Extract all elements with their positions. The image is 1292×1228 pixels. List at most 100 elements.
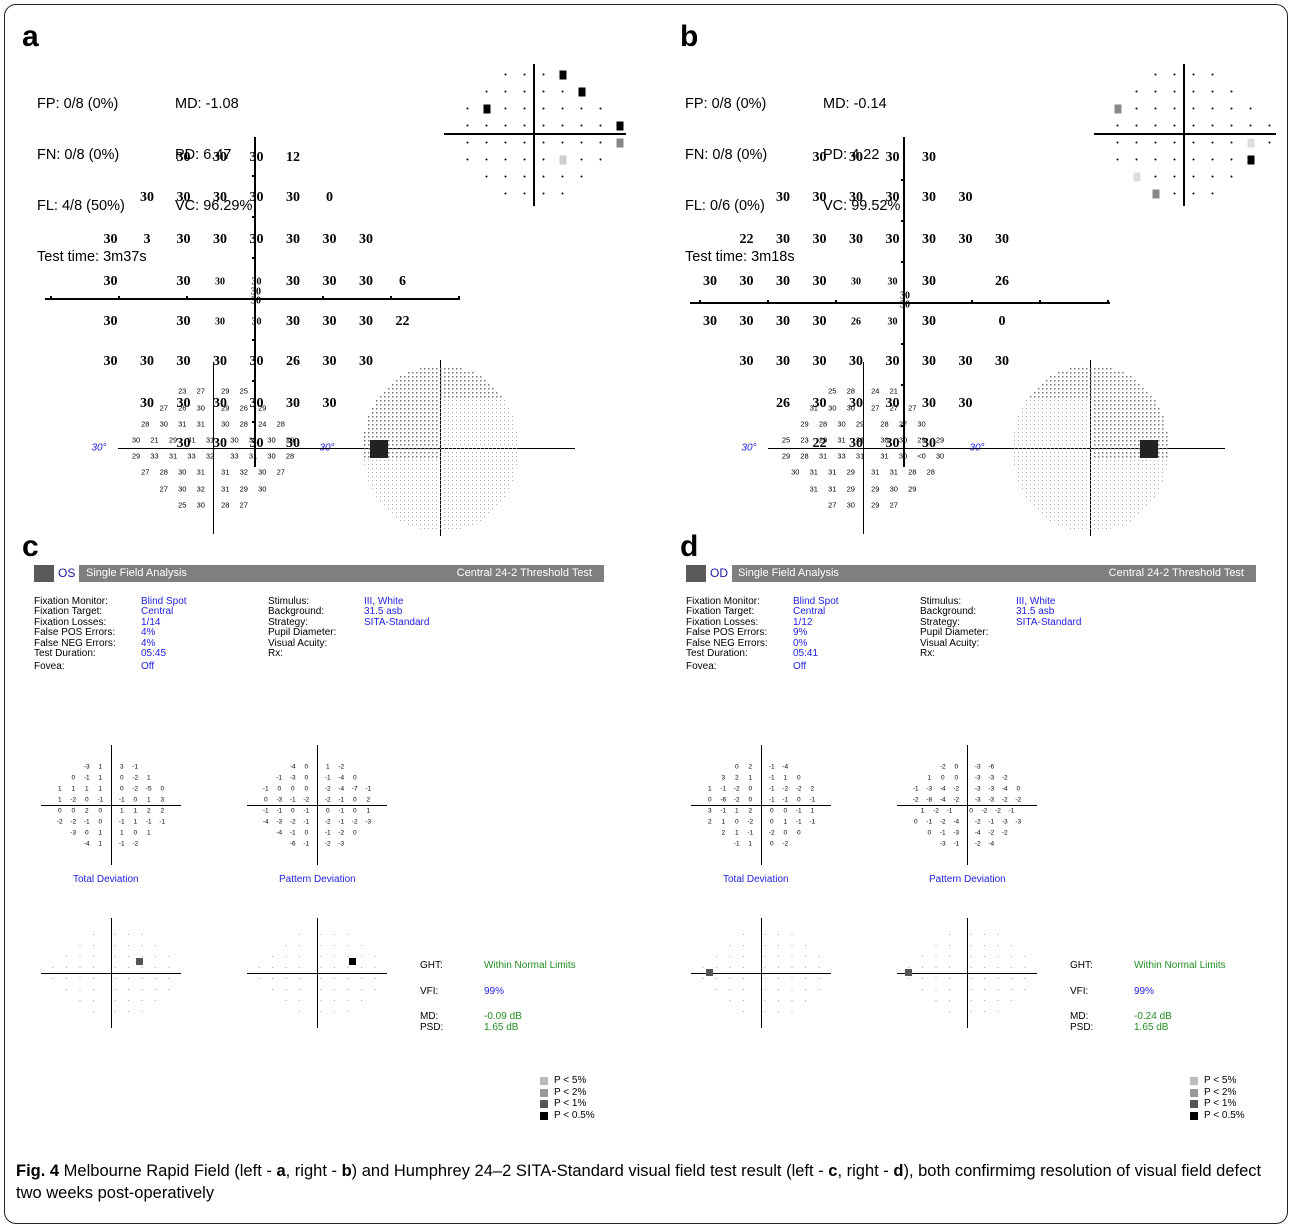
grayscale-dot [1106,380,1108,382]
grayscale-dot [1030,424,1031,425]
grayscale-dot [1058,436,1059,437]
grayscale-dot [1042,432,1043,433]
grayscale-dot [1102,404,1104,406]
grayscale-dot [420,444,422,446]
probability-point: · [114,965,116,971]
probability-point: · [764,1009,766,1015]
grayscale-dot [496,484,497,485]
md-value: MD: -1.08 [175,96,252,113]
blind-spot-mark [370,440,388,458]
grayscale-dot [1074,380,1076,382]
grayscale-dot [420,440,422,442]
grayscale-dot [1090,516,1091,517]
grayscale-dot [1118,508,1119,509]
grayscale-dot [464,384,466,386]
grayscale-dot [1118,428,1120,430]
grayscale-dot [1082,488,1083,489]
grayscale-dot [472,452,473,453]
grayscale-dot [512,464,513,465]
grayscale-dot [1046,400,1047,401]
map-point [1231,91,1233,93]
map-point [581,142,583,144]
grayscale-dot [1086,368,1088,370]
grayscale-dot [368,480,369,481]
deviation-value: -2 [953,796,959,803]
grayscale-dot [1074,488,1075,489]
deviation-value: -2 [782,840,788,847]
grayscale-dot [1026,456,1027,457]
grayscale-dot [1138,440,1140,442]
grayscale-dot [1038,388,1040,390]
grayscale-dot [484,408,485,409]
grayscale-dot [1126,380,1128,382]
grayscale-dot [400,432,402,434]
grayscale-dot [1106,436,1108,438]
threshold-value: 27 [899,419,907,428]
grayscale-dot [1062,480,1063,481]
test-time: Test time: 3m37s [37,249,147,266]
deviation-value: -2 [734,785,740,792]
threshold-value: 29 [819,435,827,444]
threshold-value: 30 [828,403,836,412]
grayscale-dot [1042,420,1043,421]
grayscale-dot [368,456,370,458]
grayscale-dot [1142,504,1143,505]
grayscale-dot [424,416,426,418]
grayscale-dot [464,492,465,493]
grayscale-dot [452,520,453,521]
probability-point: · [997,954,999,960]
grayscale-dot [428,436,430,438]
grayscale-dot [1038,412,1039,413]
grayscale-dot [1098,412,1100,414]
grayscale-dot [436,424,438,426]
grayscale-dot [508,416,509,417]
deviation-value: 0 [264,796,268,803]
grayscale-dot [420,404,422,406]
grayscale-dot [468,524,469,525]
grayscale-dot [1058,392,1060,394]
grayscale-dot [448,380,450,382]
grayscale-dot [1118,396,1120,398]
deviation-value: 0 [797,774,801,781]
threshold-value: 30 [791,468,799,477]
grayscale-dot [1066,520,1067,521]
map-point [562,193,564,195]
grayscale-dot [460,444,461,445]
grayscale-dot [1162,440,1164,442]
threshold-value: 30 [140,396,154,412]
deviation-value: -2 [325,818,331,825]
grayscale-dot [1102,520,1103,521]
grayscale-dot [1134,516,1135,517]
probability-point: · [114,1009,116,1015]
grayscale-dot [480,392,482,394]
grayscale-dot [496,480,497,481]
grayscale-dot [440,500,441,501]
grayscale-dot [480,440,481,441]
grayscale-dot [1078,476,1079,477]
threshold-value: 32 [206,452,214,461]
grayscale-dot [1038,432,1039,433]
deviation-vertical-axis [761,745,762,865]
grayscale-dot [1142,484,1143,485]
deviation-value: -1 [1009,807,1015,814]
grayscale-dot [480,396,482,398]
map-point [543,91,545,93]
grayscale-dot [472,392,474,394]
grayscale-dot [384,476,385,477]
grayscale-dot [444,424,445,425]
fp-value: FP: 0/8 (0%) [37,96,147,113]
grayscale-dot [480,516,481,517]
deviation-value: 1 [735,829,739,836]
deviation-value: 1 [147,796,151,803]
grayscale-dot [396,428,398,430]
grayscale-dot [400,380,402,382]
panel-label-d: d [680,530,698,564]
grayscale-dot [1094,388,1096,390]
grayscale-dot [460,524,461,525]
grayscale-dot [1090,372,1092,374]
grayscale-dot [1082,480,1083,481]
grayscale-dot [484,396,486,398]
grayscale-dot [500,404,501,405]
grayscale-dot [396,448,398,450]
grayscale-dot [1046,416,1047,417]
